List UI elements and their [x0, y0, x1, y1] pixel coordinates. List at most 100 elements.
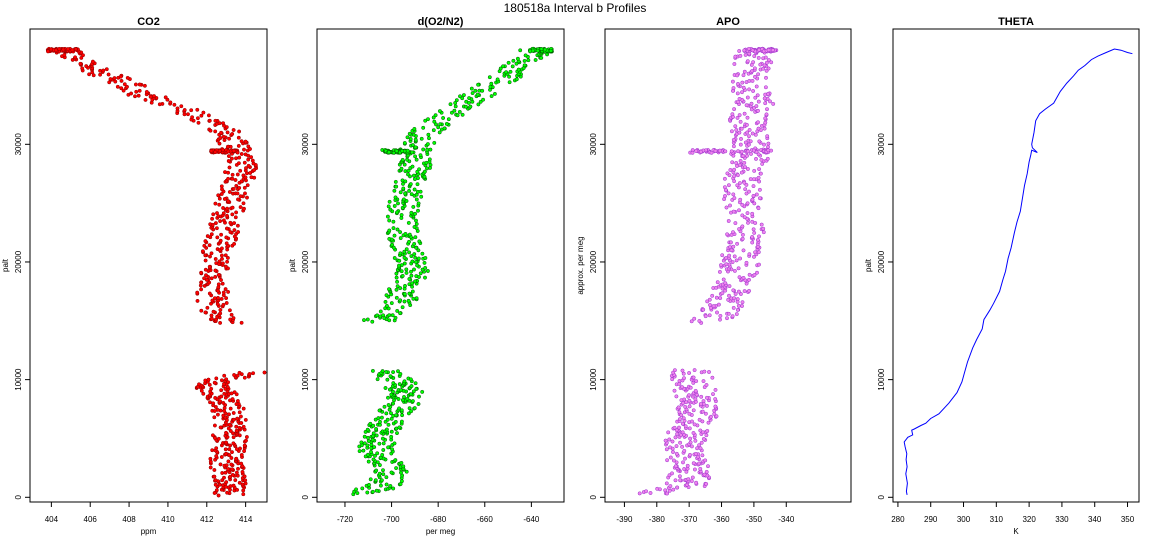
data-point: [219, 388, 224, 393]
x-tick-label: 414: [239, 515, 253, 524]
x-tick-label: -370: [681, 515, 698, 524]
data-point: [692, 467, 697, 472]
data-point: [693, 438, 698, 443]
data-point: [407, 250, 412, 255]
data-point: [514, 77, 519, 82]
data-point: [745, 130, 750, 135]
data-point: [757, 262, 761, 267]
data-point: [365, 443, 370, 448]
data-point: [133, 82, 138, 87]
data-point: [197, 382, 201, 387]
data-point: [224, 480, 229, 485]
data-point: [683, 456, 687, 461]
data-point: [377, 441, 382, 446]
data-point: [732, 254, 737, 259]
data-point: [762, 142, 766, 147]
data-point: [678, 440, 683, 445]
data-point: [674, 451, 679, 456]
data-point: [379, 415, 384, 420]
data-point: [701, 307, 706, 312]
data-point: [752, 66, 757, 71]
data-point: [419, 194, 424, 199]
data-point: [112, 76, 117, 81]
data-point: [744, 260, 749, 265]
data-point: [724, 205, 729, 210]
data-point: [733, 221, 738, 226]
data-point: [410, 150, 414, 155]
data-point: [409, 192, 414, 197]
data-point: [403, 191, 408, 196]
data-point: [221, 134, 226, 139]
data-point: [769, 60, 774, 65]
x-tick-label: -380: [649, 515, 666, 524]
data-point: [751, 177, 756, 182]
data-point: [387, 387, 392, 392]
data-point: [522, 58, 527, 63]
data-point: [243, 191, 247, 196]
data-point: [113, 79, 118, 84]
data-point: [410, 143, 415, 148]
data-point: [690, 419, 694, 424]
data-point: [740, 224, 745, 229]
data-point: [732, 196, 737, 201]
data-point: [507, 80, 512, 85]
data-point: [710, 375, 715, 380]
data-point: [730, 112, 735, 117]
data-point: [384, 475, 389, 480]
data-point: [236, 143, 241, 148]
data-point: [398, 230, 403, 235]
data-point: [414, 296, 419, 301]
data-point: [730, 260, 735, 265]
data-point: [210, 433, 215, 438]
data-point: [725, 171, 730, 176]
data-point: [735, 73, 740, 78]
data-point: [468, 104, 473, 109]
data-point: [241, 173, 246, 178]
data-point: [405, 148, 410, 153]
data-point: [400, 413, 405, 418]
y-tick-label: 10000: [301, 368, 310, 391]
data-point: [704, 395, 709, 400]
data-point: [750, 78, 755, 83]
data-point: [733, 124, 738, 129]
data-point: [238, 446, 242, 451]
data-point: [407, 131, 412, 136]
data-point: [218, 238, 223, 243]
data-point: [398, 190, 403, 195]
data-point: [232, 228, 237, 233]
data-point: [441, 116, 446, 120]
data-point: [416, 248, 421, 253]
data-point: [399, 263, 404, 268]
data-point: [208, 222, 213, 227]
data-point: [387, 236, 392, 241]
data-point: [731, 209, 736, 214]
data-point: [236, 135, 241, 140]
data-point: [387, 287, 391, 292]
data-point: [209, 148, 214, 153]
data-point: [226, 289, 231, 294]
data-point: [237, 480, 242, 485]
data-point: [687, 404, 692, 409]
data-point: [386, 422, 391, 427]
data-point: [195, 298, 200, 303]
data-point: [726, 297, 731, 302]
data-point: [674, 394, 679, 399]
data-point: [396, 397, 401, 401]
data-point: [738, 256, 743, 261]
data-point: [713, 404, 718, 409]
data-point: [379, 478, 384, 483]
data-point: [125, 84, 129, 89]
data-point: [168, 100, 173, 105]
data-point: [737, 49, 742, 53]
data-point: [402, 379, 407, 384]
data-point: [182, 108, 187, 112]
y-tick-label: 10000: [14, 368, 23, 391]
data-point: [49, 47, 54, 52]
data-point: [707, 297, 712, 302]
data-point: [703, 411, 708, 416]
data-point: [437, 109, 442, 114]
data-point: [409, 273, 414, 278]
data-point: [222, 197, 227, 201]
data-point: [744, 122, 749, 127]
data-point: [737, 130, 742, 135]
